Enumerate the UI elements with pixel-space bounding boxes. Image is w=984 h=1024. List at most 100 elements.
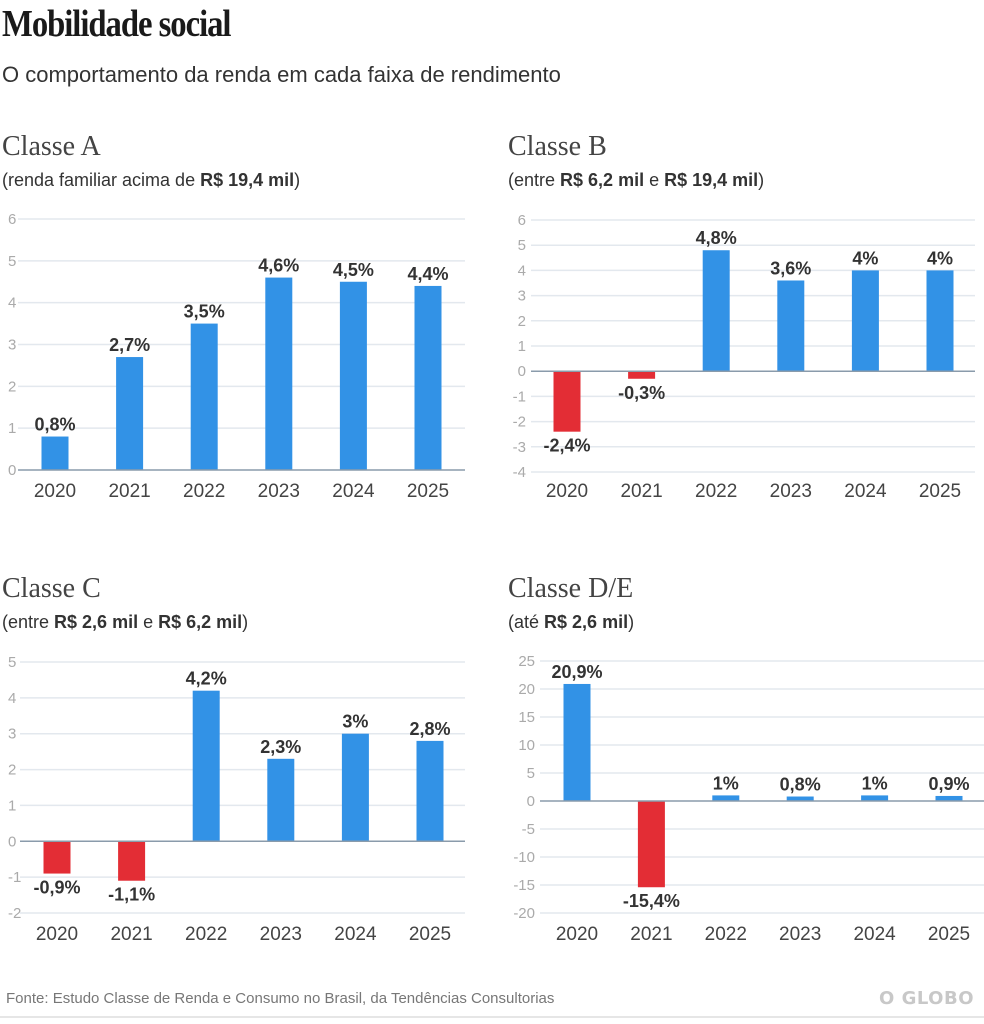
- bar-2024: [339, 281, 367, 470]
- value-label: 2,7%: [109, 335, 150, 355]
- value-label: 3,6%: [770, 258, 811, 278]
- y-tick-label: 4: [8, 295, 16, 312]
- y-tick-label: 1: [8, 420, 16, 437]
- y-tick-label: 2: [8, 762, 16, 779]
- panel-title-classe-c: Classe C: [2, 573, 101, 604]
- y-tick-label: 3: [8, 726, 16, 743]
- value-label: 4,6%: [258, 256, 299, 276]
- value-label: 4%: [927, 248, 953, 268]
- value-label: 3%: [342, 712, 368, 732]
- bar-2025: [926, 270, 954, 372]
- x-tick-label: 2025: [409, 924, 451, 945]
- x-tick-label: 2025: [928, 924, 970, 945]
- subtitle-value: R$ 19,4 mil: [200, 170, 295, 190]
- y-tick-label: 3: [518, 288, 526, 305]
- value-label: -2,4%: [543, 436, 590, 456]
- x-tick-label: 2021: [620, 481, 662, 502]
- bar-2022: [192, 690, 220, 842]
- y-tick-label: 0: [8, 833, 16, 850]
- x-tick-label: 2024: [853, 924, 896, 945]
- y-tick-label: -1: [8, 869, 21, 886]
- y-tick-label: 4: [8, 690, 16, 707]
- y-tick-label: 6: [518, 212, 526, 229]
- bar-2022: [190, 323, 218, 470]
- subtitle-text: (entre: [508, 170, 561, 190]
- value-label: 4,5%: [333, 260, 374, 280]
- value-label: 4,2%: [186, 669, 227, 689]
- page-subtitle: O comportamento da renda em cada faixa d…: [2, 62, 561, 87]
- y-tick-label: 25: [518, 653, 535, 670]
- subtitle-text: ): [294, 170, 301, 190]
- bar-2020: [553, 371, 581, 432]
- bar-2023: [265, 277, 293, 470]
- bar-2024: [861, 795, 889, 801]
- x-tick-label: 2021: [630, 924, 672, 945]
- source-note: Fonte: Estudo Classe de Renda e Consumo …: [6, 990, 555, 1007]
- subtitle-text: (entre: [2, 612, 55, 632]
- y-tick-label: -20: [513, 905, 535, 922]
- y-tick-label: 5: [8, 253, 16, 270]
- value-label: 3,5%: [184, 302, 225, 322]
- bar-2024: [851, 270, 879, 372]
- bar-2023: [786, 796, 814, 801]
- y-tick-label: 1: [8, 797, 16, 814]
- subtitle-value: R$ 2,6 mil: [544, 612, 629, 632]
- value-label: 0,8%: [780, 775, 821, 795]
- value-label: 4%: [852, 248, 878, 268]
- value-label: 4,8%: [696, 228, 737, 248]
- page-title: Mobilidade social: [2, 3, 232, 45]
- subtitle-text: e: [644, 170, 665, 190]
- bar-2022: [712, 795, 740, 801]
- y-tick-label: -2: [513, 414, 526, 431]
- value-label: -15,4%: [623, 891, 680, 911]
- y-tick-label: 0: [518, 363, 526, 380]
- y-tick-label: -10: [513, 849, 535, 866]
- subtitle-value: R$ 6,2 mil: [560, 170, 645, 190]
- panel-subtitle-classe-b: (entre R$ 6,2 mil e R$ 19,4 mil): [508, 170, 764, 191]
- value-label: 1%: [713, 773, 739, 793]
- panel-subtitle-classe-de: (até R$ 2,6 mil): [508, 612, 634, 633]
- y-tick-label: 0: [527, 793, 535, 810]
- bar-2025: [935, 795, 963, 801]
- bar-2025: [414, 285, 442, 470]
- value-label: 20,9%: [551, 662, 602, 682]
- subtitle-text: ): [242, 612, 249, 632]
- subtitle-value: R$ 2,6 mil: [54, 612, 139, 632]
- bar-2021: [116, 357, 144, 470]
- x-tick-label: 2023: [770, 481, 812, 502]
- y-tick-label: -4: [513, 464, 526, 481]
- bar-2020: [41, 436, 69, 470]
- subtitle-text: e: [138, 612, 159, 632]
- y-tick-label: -15: [513, 877, 535, 894]
- bar-2024: [341, 733, 369, 842]
- y-tick-label: 1: [518, 338, 526, 355]
- bar-2021: [637, 801, 665, 888]
- y-tick-label: 5: [8, 654, 16, 671]
- bar-2023: [777, 280, 805, 372]
- x-tick-label: 2025: [919, 481, 961, 502]
- value-label: 2,8%: [409, 719, 450, 739]
- y-tick-label: -2: [8, 905, 21, 922]
- value-label: 4,4%: [407, 264, 448, 284]
- subtitle-value: R$ 6,2 mil: [158, 612, 243, 632]
- brand-logo: O GLOBO: [879, 988, 974, 1009]
- x-tick-label: 2021: [110, 924, 152, 945]
- subtitle-text: ): [758, 170, 765, 190]
- value-label: 2,3%: [260, 737, 301, 757]
- panel-subtitle-classe-c: (entre R$ 2,6 mil e R$ 6,2 mil): [2, 612, 248, 633]
- y-tick-label: 2: [8, 378, 16, 395]
- panel-subtitle-classe-a: (renda familiar acima de R$ 19,4 mil): [2, 170, 300, 191]
- x-tick-label: 2020: [546, 481, 588, 502]
- bar-2020: [563, 683, 591, 801]
- y-tick-label: -1: [513, 388, 526, 405]
- x-tick-label: 2022: [695, 481, 737, 502]
- x-tick-label: 2024: [334, 924, 377, 945]
- y-tick-label: 6: [8, 211, 16, 228]
- y-tick-label: 5: [518, 237, 526, 254]
- y-tick-label: 0: [8, 462, 16, 479]
- x-tick-label: 2023: [260, 924, 302, 945]
- value-label: -0,3%: [618, 383, 665, 403]
- subtitle-value: R$ 19,4 mil: [664, 170, 759, 190]
- x-tick-label: 2025: [407, 481, 449, 502]
